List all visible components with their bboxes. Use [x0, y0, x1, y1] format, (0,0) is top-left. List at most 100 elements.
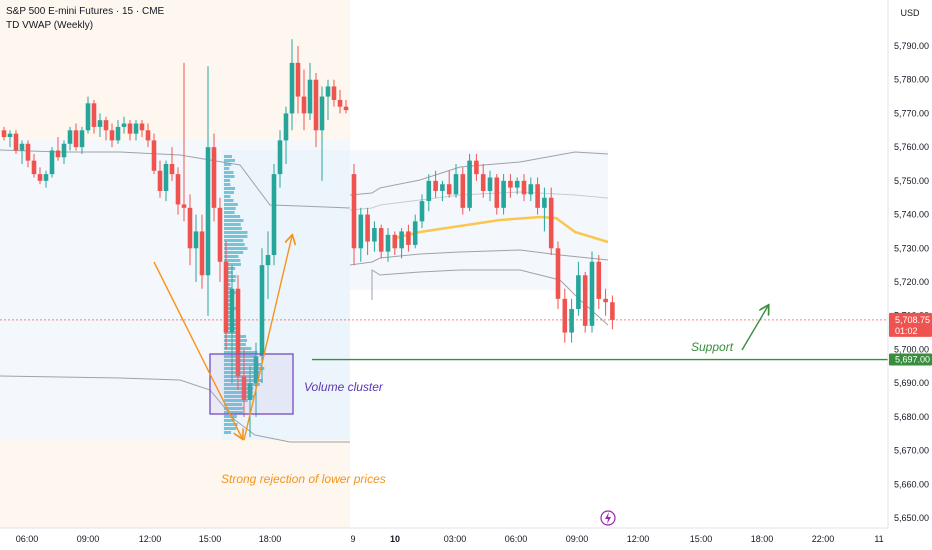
- candle: [542, 197, 547, 208]
- bolt-glyph-icon: [605, 512, 611, 524]
- vwap-band-upper-2: [349, 151, 609, 196]
- candle: [337, 99, 343, 107]
- candle: [289, 62, 295, 114]
- candle: [217, 207, 223, 262]
- volume-profile-bar: [224, 163, 232, 166]
- time-tick-label: 15:00: [690, 534, 713, 544]
- candle: [229, 288, 235, 333]
- candle: [596, 261, 602, 299]
- candle: [67, 130, 73, 144]
- volume-profile-bar: [224, 223, 241, 226]
- candle: [453, 174, 459, 195]
- volume-profile-bar: [224, 311, 234, 314]
- candle: [79, 130, 85, 148]
- volume-profile-bar: [224, 219, 244, 222]
- label-rejection: Strong rejection of lower prices: [221, 472, 386, 486]
- time-tick-label: 12:00: [627, 534, 650, 544]
- candle: [139, 123, 145, 131]
- candle: [19, 143, 25, 151]
- candle: [133, 123, 139, 134]
- volume-profile-bar: [224, 159, 235, 162]
- volume-profile-bar: [224, 395, 254, 398]
- volume-profile-bar: [224, 235, 248, 238]
- vwap-band-lower-inner-2: [349, 249, 609, 266]
- candle: [569, 308, 574, 333]
- candle: [151, 140, 157, 171]
- chart-legend: S&P 500 E-mini Futures · 15 · CME TD VWA…: [6, 5, 164, 33]
- price-axis-bg: [888, 0, 932, 550]
- candle: [603, 298, 608, 303]
- countdown-label: 01:02: [895, 326, 918, 336]
- candle: [399, 231, 404, 249]
- time-tick-label: 18:00: [751, 534, 774, 544]
- price-tick-label: 5,650.00: [894, 513, 929, 523]
- candle: [555, 248, 561, 299]
- price-tick-label: 5,760.00: [894, 142, 929, 152]
- candle: [265, 255, 271, 266]
- candle: [163, 164, 169, 191]
- candle: [253, 356, 259, 384]
- volume-profile-bar: [224, 167, 230, 170]
- candle: [73, 130, 79, 148]
- candle: [247, 383, 253, 400]
- price-tick-label: 5,730.00: [894, 243, 929, 253]
- candle: [199, 231, 205, 276]
- candle: [521, 180, 527, 195]
- candle: [313, 79, 319, 131]
- candle: [115, 126, 121, 141]
- price-tick-label: 5,740.00: [894, 210, 929, 220]
- candle: [49, 150, 55, 175]
- volume-profile-bar: [224, 175, 235, 178]
- volume-profile-bar: [224, 195, 231, 198]
- volume-profile-bar: [224, 387, 254, 390]
- candle: [1, 130, 7, 138]
- label-support: Support: [691, 340, 734, 354]
- time-tick-label: 18:00: [259, 534, 282, 544]
- candle: [37, 174, 43, 181]
- candle: [43, 174, 49, 181]
- volume-profile-bar: [224, 255, 239, 258]
- volume-profile-bar: [224, 183, 231, 186]
- candle: [181, 204, 187, 208]
- candle: [193, 231, 199, 249]
- time-tick-label: 15:00: [199, 534, 222, 544]
- volume-profile-bar: [224, 351, 258, 354]
- candle: [157, 170, 163, 191]
- candle: [241, 376, 247, 400]
- candle: [589, 261, 595, 326]
- candle: [419, 201, 425, 222]
- volume-profile-bar: [224, 371, 261, 374]
- arrow-down-left: [153, 261, 242, 438]
- symbol-title[interactable]: S&P 500 E-mini Futures · 15 · CME: [6, 6, 165, 17]
- candle: [145, 130, 151, 141]
- candle: [514, 180, 520, 188]
- candle: [535, 184, 540, 208]
- candle: [343, 106, 349, 111]
- price-tick-label: 5,780.00: [894, 75, 929, 85]
- candle: [271, 174, 277, 256]
- candle: [582, 275, 588, 326]
- vwap-line: [394, 215, 609, 244]
- volume-profile-bar: [224, 295, 234, 298]
- volume-profile-bar: [224, 259, 241, 262]
- candle: [205, 147, 211, 276]
- candle: [378, 228, 384, 252]
- candle: [351, 174, 357, 249]
- candle: [97, 120, 103, 127]
- candle: [25, 143, 31, 161]
- volume-profile-bar: [224, 247, 248, 250]
- candle: [412, 221, 418, 245]
- indicator-title[interactable]: TD VWAP (Weekly): [6, 20, 94, 31]
- price-tick-label: 5,700.00: [894, 344, 929, 354]
- volume-profile-bar: [224, 263, 241, 266]
- candle: [385, 234, 391, 252]
- support-price-label: 5,697.00: [895, 355, 930, 365]
- time-tick-label: 11: [874, 534, 883, 544]
- volume-profile-bar: [224, 243, 245, 246]
- candle: [295, 62, 301, 97]
- candle: [528, 184, 534, 195]
- candle: [372, 228, 377, 242]
- candles-day2: [351, 153, 615, 343]
- candles-day1: [1, 39, 349, 438]
